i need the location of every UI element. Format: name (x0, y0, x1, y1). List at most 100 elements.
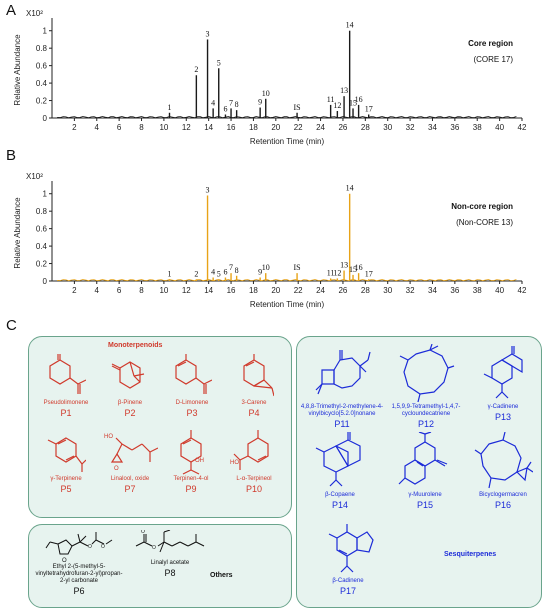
peak-label-10: 10 (262, 89, 270, 98)
peak-label-5: 5 (217, 58, 221, 67)
peak-label-1: 1 (168, 103, 172, 112)
x-tick-label: 26 (338, 286, 347, 295)
x-tick-label: 38 (473, 123, 482, 132)
peak-label-7: 7 (229, 98, 233, 107)
peak-label-11: 11 (327, 95, 335, 104)
peak-label-2: 2 (194, 269, 198, 278)
x-tick-label: 28 (361, 286, 370, 295)
compound-code: P3 (186, 408, 198, 418)
compound-name: Terpinen-4-ol (173, 476, 209, 482)
compound-name: Pseudolimonene (43, 400, 89, 406)
x-tick-label: 20 (271, 123, 280, 132)
x-tick-label: 10 (159, 286, 168, 295)
compound-p2: β-Pinene P2 (100, 354, 160, 419)
compound-p1: Pseudolimonene P1 (36, 354, 96, 419)
structure-d-limonene (175, 354, 212, 394)
peak-label-9: 9 (258, 268, 262, 277)
compound-p11: 4,8,8-Trimethyl-2-methylene-4-vinylbicyc… (300, 344, 384, 430)
structure-gamma-muurolene (398, 432, 448, 485)
x-tick-label: 24 (316, 286, 325, 295)
x-tick-label: 8 (139, 286, 144, 295)
structure-linalool-oxide: HO O (104, 434, 158, 472)
compound-p14: β-Copaene P14 (302, 432, 378, 511)
compound-code: P13 (494, 412, 511, 422)
compound-p12: 1,5,9,9-Tetramethyl-1,4,7-cycloundecatri… (384, 344, 468, 430)
x-tick-label: 34 (428, 286, 437, 295)
compound-name: Linalyl acetate (150, 560, 190, 566)
y-tick-label: 0 (43, 277, 48, 286)
baseline-trace (57, 116, 517, 119)
peak-label-6: 6 (223, 105, 227, 114)
svg-text:O: O (114, 466, 119, 472)
peak-label-10: 10 (262, 263, 270, 272)
structure-bicyclogermacrene (474, 432, 533, 489)
compound-p6: O O O Ethyl 2-(5-methyl-5-vinyltetrahydr… (34, 530, 124, 597)
y-multiplier: X10² (26, 172, 43, 181)
y-multiplier: X10² (26, 9, 43, 18)
peak-label-16: 16 (355, 263, 363, 272)
compound-name: γ-Cadinene (487, 404, 519, 410)
x-tick-label: 18 (249, 123, 258, 132)
peak-label-14: 14 (346, 21, 354, 30)
baseline-trace (57, 279, 517, 282)
y-tick-label: 0 (43, 114, 48, 123)
compound-name: 4,8,8-Trimethyl-2-methylene-4-vinylbicyc… (300, 404, 384, 417)
sesquiterpenes-title: Sesquiterpenes (444, 551, 497, 558)
y-tick-label: 0.2 (36, 260, 48, 269)
x-tick-label: 22 (294, 123, 303, 132)
compound-p9: OH Terpinen-4-ol P9 (160, 430, 222, 495)
x-tick-label: 24 (316, 123, 325, 132)
x-axis-label: Retention Time (min) (250, 137, 325, 146)
peak-label-15: 15 (349, 265, 357, 274)
svg-text:HO: HO (104, 434, 113, 440)
structure-gamma-cadinene (483, 346, 523, 399)
y-tick-label: 0.8 (36, 207, 48, 216)
compound-p5: γ-Terpinene P5 (36, 430, 96, 495)
monoterpenoids-title: Monoterpenoids (108, 342, 163, 349)
panel-label-b: B (6, 147, 17, 164)
peak-label-3: 3 (206, 29, 210, 38)
chart-subtitle: (CORE 17) (473, 55, 513, 64)
peak-label-13: 13 (340, 86, 348, 95)
compound-code: P15 (416, 500, 433, 510)
peak-label-16: 16 (355, 95, 363, 104)
compound-code: P17 (339, 586, 356, 596)
compound-code: P10 (245, 484, 262, 494)
y-axis-label: Relative Abundance (13, 34, 22, 106)
y-tick-label: 0.4 (36, 242, 48, 251)
svg-text:HO: HO (230, 460, 239, 466)
peak-label-8: 8 (235, 266, 239, 275)
peak-label-4: 4 (211, 98, 215, 107)
x-tick-label: 6 (117, 286, 122, 295)
x-tick-label: 40 (495, 286, 504, 295)
peak-label-14: 14 (346, 184, 354, 193)
peak-label-11: 11 (327, 268, 335, 277)
others-box (28, 524, 292, 608)
x-tick-label: 22 (294, 286, 303, 295)
x-tick-label: 4 (95, 286, 100, 295)
panel-label-c: C (6, 317, 17, 334)
x-tick-label: 40 (495, 123, 504, 132)
compound-p8: O O Linalyl acetate P8 (130, 530, 210, 579)
x-tick-label: 4 (95, 123, 100, 132)
y-tick-label: 0.4 (36, 79, 48, 88)
peak-label-17: 17 (365, 269, 373, 278)
x-tick-label: 26 (338, 123, 347, 132)
compound-name: 1,5,9,9-Tetramethyl-1,4,7-cycloundecatri… (391, 404, 461, 417)
peak-label-15: 15 (349, 98, 357, 107)
compound-name: β-Cadinene (332, 578, 364, 584)
compound-code: P12 (417, 419, 434, 429)
compound-p3: D-Limonene P3 (162, 354, 222, 419)
peak-label-7: 7 (229, 263, 233, 272)
y-tick-label: 0.6 (36, 225, 48, 234)
compound-name: β-Pinene (117, 400, 143, 406)
compound-code: P5 (60, 484, 72, 494)
structure-p11 (315, 350, 371, 395)
compound-code: P6 (73, 586, 85, 596)
peak-label-4: 4 (211, 268, 215, 277)
compound-p10: HO L-α-Terpineol P10 (222, 430, 286, 495)
chart-title: Core region (468, 39, 513, 48)
y-tick-label: 0.6 (36, 62, 48, 71)
